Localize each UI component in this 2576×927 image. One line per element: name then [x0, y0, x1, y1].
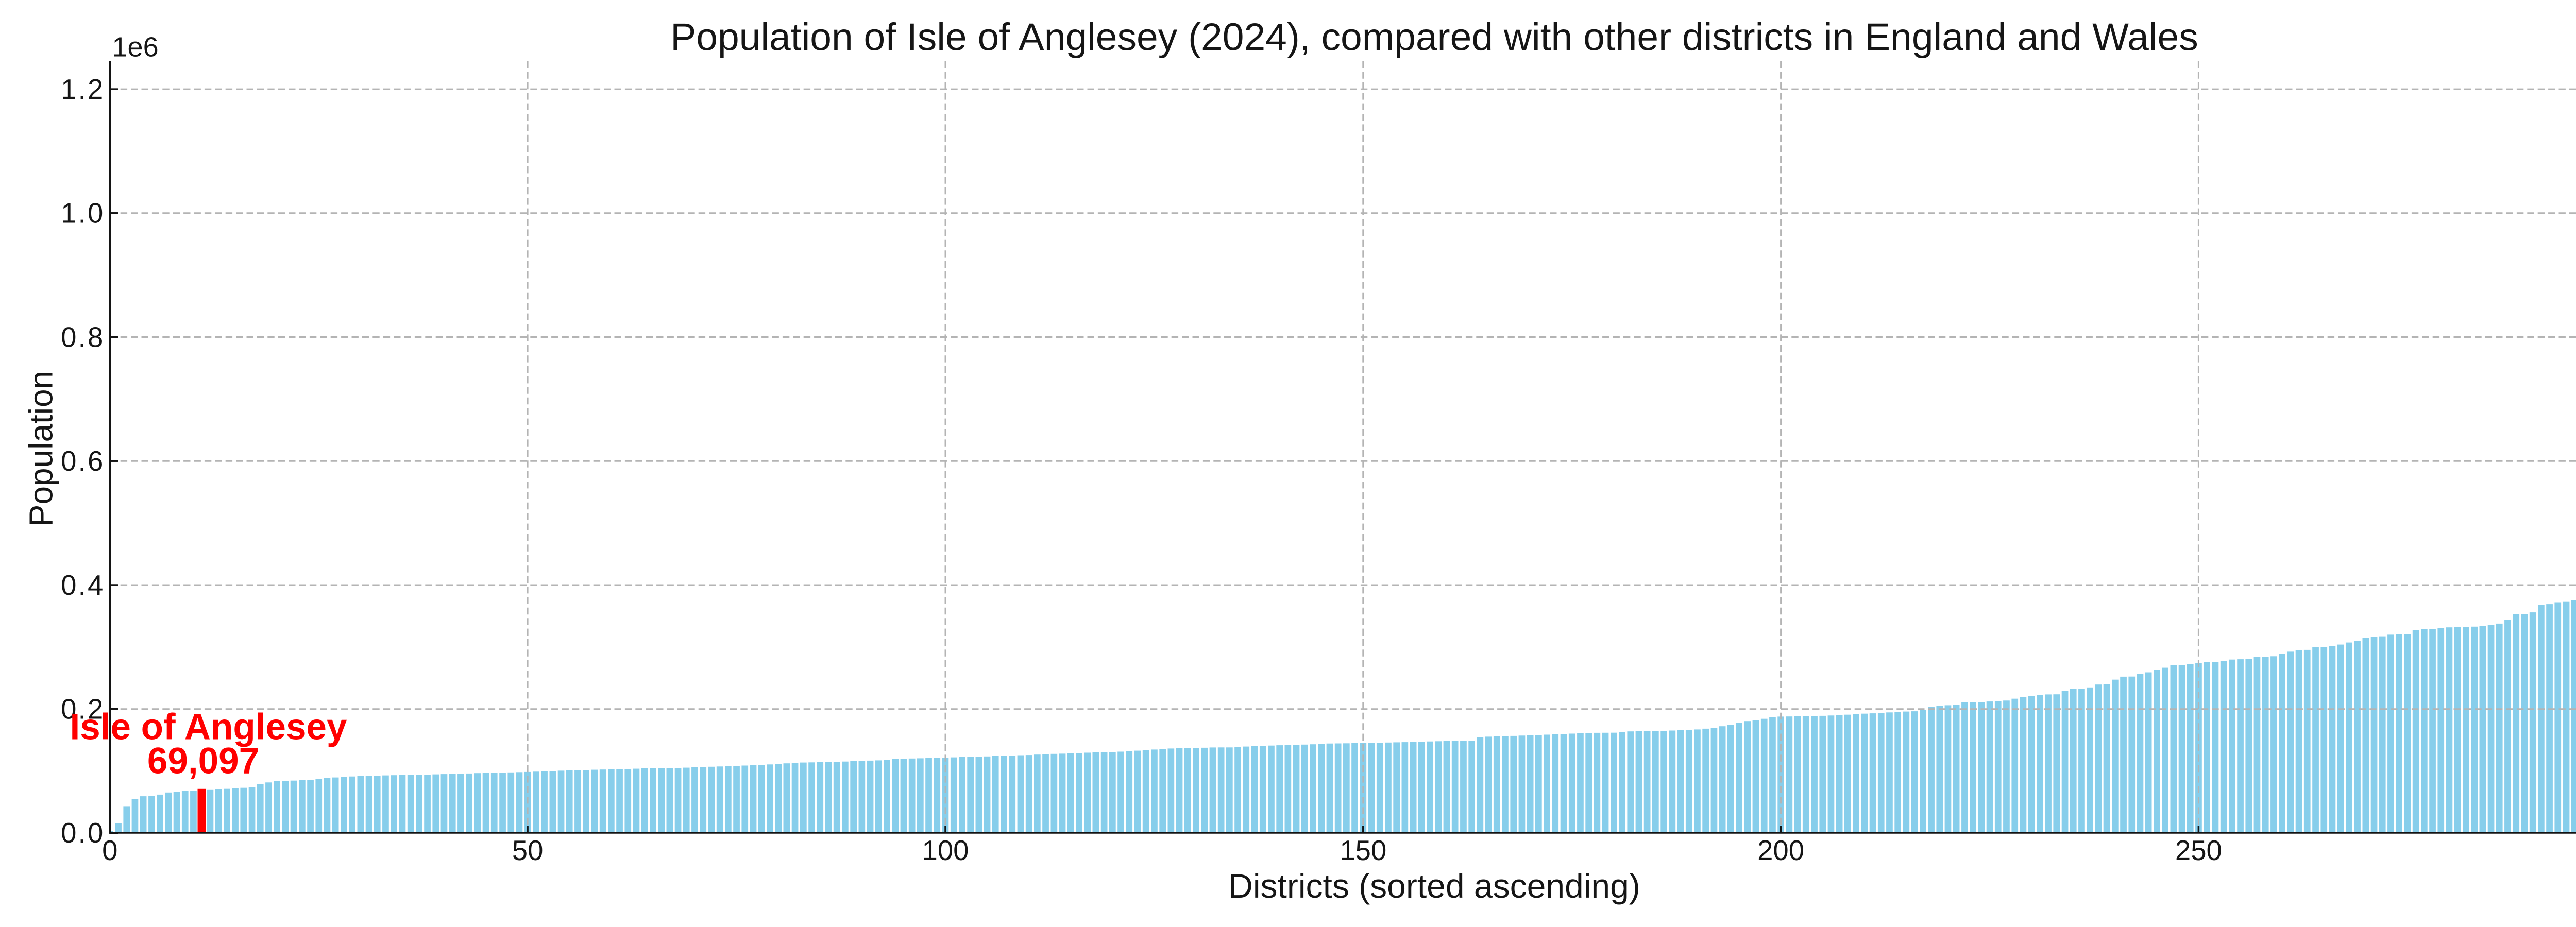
svg-text:Population: Population	[23, 371, 60, 526]
svg-text:200: 200	[1757, 835, 1804, 866]
svg-text:Population of Isle of Anglesey: Population of Isle of Anglesey (2024), c…	[670, 15, 2198, 59]
svg-text:69,097: 69,097	[147, 741, 259, 782]
svg-text:0.6: 0.6	[61, 445, 105, 477]
svg-text:Districts (sorted ascending): Districts (sorted ascending)	[1228, 867, 1640, 905]
svg-text:50: 50	[512, 835, 544, 866]
svg-text:Isle of Anglesey: Isle of Anglesey	[70, 707, 347, 748]
svg-text:1.0: 1.0	[61, 198, 105, 229]
svg-text:0.8: 0.8	[61, 321, 105, 353]
svg-text:250: 250	[2175, 835, 2222, 866]
svg-text:100: 100	[922, 835, 969, 866]
svg-text:0.0: 0.0	[61, 817, 105, 849]
svg-text:1.2: 1.2	[61, 74, 105, 105]
svg-text:0.2: 0.2	[61, 694, 105, 725]
svg-text:0.4: 0.4	[61, 570, 105, 601]
svg-text:150: 150	[1340, 835, 1386, 866]
svg-text:1e6: 1e6	[112, 32, 159, 63]
svg-text:0: 0	[102, 835, 117, 866]
